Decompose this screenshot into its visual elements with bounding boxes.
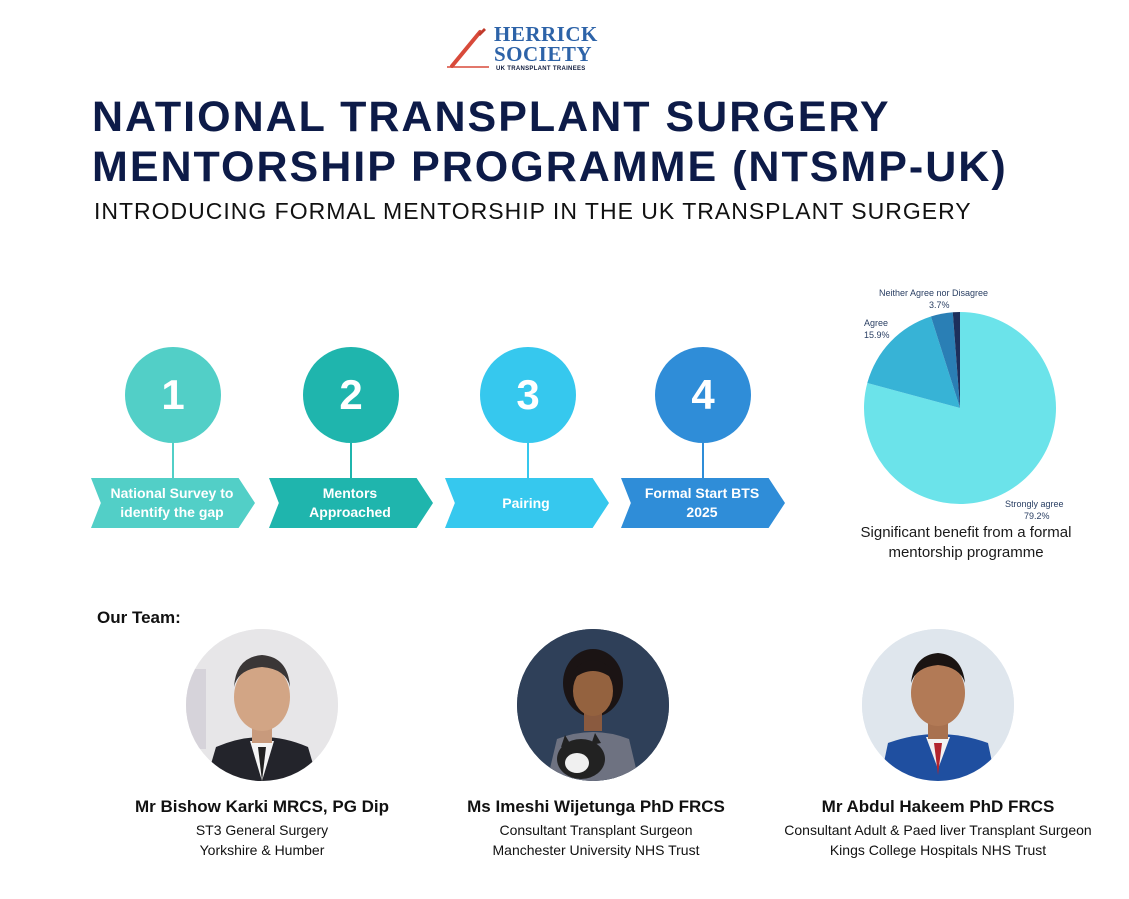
team-heading: Our Team: xyxy=(97,608,181,627)
pie-slice-3 xyxy=(930,312,960,408)
step-circle-1: 1 xyxy=(125,347,221,443)
member-name-1: Mr Bishow Karki MRCS, PG Dip xyxy=(134,797,390,816)
pie-label-neither: Neither Agree nor Disagree 3.7% xyxy=(879,288,989,310)
step-circle-4: 4 xyxy=(655,347,751,443)
member-role-2: Consultant Transplant Surgeon xyxy=(499,822,693,838)
step-connector-3 xyxy=(527,443,529,479)
scalpel-icon xyxy=(447,28,489,68)
step-circle-3: 3 xyxy=(480,347,576,443)
member-org-1: Yorkshire & Humber xyxy=(199,842,325,858)
logo-text-line1: HERRICK xyxy=(494,22,598,46)
step-connector-4 xyxy=(702,443,704,479)
step-arrow-1: National Survey to identify the gap xyxy=(91,478,255,528)
step-arrow-3: Pairing xyxy=(445,478,609,528)
member-org-3: Kings College Hospitals NHS Trust xyxy=(829,842,1047,858)
member-name-2: Ms Imeshi Wijetunga PhD FRCS xyxy=(467,797,725,816)
member-role-3: Consultant Adult & Paed liver Transplant… xyxy=(784,822,1092,838)
pie-label-strongly-agree: Strongly agree 79.2% xyxy=(1005,499,1064,521)
pie-slice-4 xyxy=(952,312,960,408)
pie-slice-2 xyxy=(867,316,960,408)
step-label-2: Mentors Approached xyxy=(309,485,391,520)
pie-chart xyxy=(863,312,1056,504)
avatar-abdul-hakeem xyxy=(862,629,1014,781)
step-arrow-4: Formal Start BTS 2025 xyxy=(621,478,785,528)
step-label-1: National Survey to identify the gap xyxy=(110,485,234,520)
pie-caption: Significant benefit from a formal mentor… xyxy=(860,524,1072,561)
member-role-1: ST3 General Surgery xyxy=(195,822,329,838)
herrick-society-logo: HERRICK SOCIETY UK TRANSPLANT TRAINEES xyxy=(444,24,614,74)
step-label-3: Pairing xyxy=(502,494,550,511)
avatar-imeshi-wijetunga xyxy=(517,629,669,781)
step-label-4: Formal Start BTS 2025 xyxy=(644,485,760,520)
pie-label-agree: Agree 15.9% xyxy=(864,318,890,340)
step-circle-2: 2 xyxy=(303,347,399,443)
page-title-line1: NATIONAL TRANSPLANT SURGERY xyxy=(92,93,891,141)
step-connector-1 xyxy=(172,443,174,479)
page-subtitle: INTRODUCING FORMAL MENTORSHIP IN THE UK … xyxy=(94,198,972,224)
page-title-line2: MENTORSHIP PROGRAMME (NTSMP-UK) xyxy=(92,143,1008,191)
avatar-bishow-karki xyxy=(186,629,338,781)
pie-slice-1 xyxy=(863,312,1056,504)
logo-text-line2: SOCIETY xyxy=(494,42,593,66)
step-arrow-2: Mentors Approached xyxy=(269,478,433,528)
logo-tagline: UK TRANSPLANT TRAINEES xyxy=(496,66,586,72)
step-connector-2 xyxy=(350,443,352,479)
member-org-2: Manchester University NHS Trust xyxy=(492,842,700,858)
member-name-3: Mr Abdul Hakeem PhD FRCS xyxy=(821,797,1055,816)
